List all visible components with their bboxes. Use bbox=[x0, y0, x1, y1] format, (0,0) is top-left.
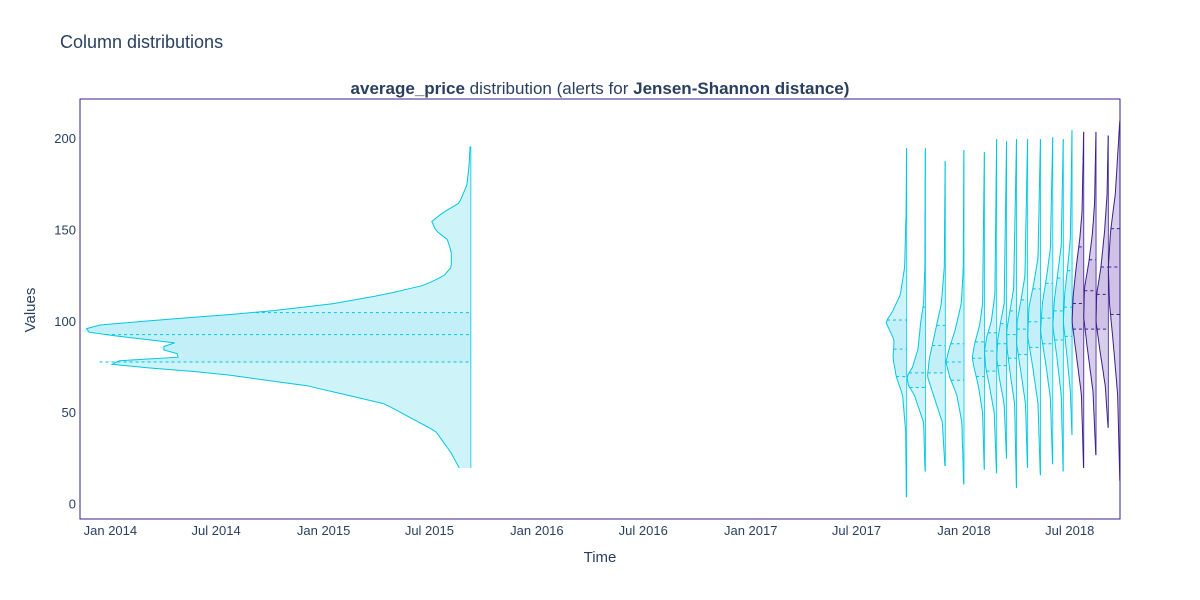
violin-c10 bbox=[1027, 139, 1041, 476]
x-tick-label: Jul 2016 bbox=[619, 523, 668, 538]
violin-iqr bbox=[886, 320, 907, 377]
violin-c2 bbox=[906, 148, 926, 472]
x-tick-label: Jan 2015 bbox=[297, 523, 351, 538]
y-axis-title: Values bbox=[22, 288, 39, 333]
violin-c9 bbox=[1016, 139, 1029, 468]
violin-fill bbox=[927, 161, 946, 466]
violin-c1 bbox=[885, 148, 908, 498]
violin-outline bbox=[1052, 139, 1064, 472]
x-axis-title: Time bbox=[584, 549, 617, 566]
violin-fill bbox=[996, 141, 1007, 459]
violin-a3 bbox=[1095, 135, 1109, 428]
y-tick-label: 100 bbox=[54, 314, 76, 329]
y-tick-label: 50 bbox=[62, 405, 76, 420]
violin-c3 bbox=[927, 161, 946, 467]
x-tick-label: Jul 2015 bbox=[405, 523, 454, 538]
violin-iqr bbox=[1083, 259, 1097, 330]
violin-c4 bbox=[945, 150, 965, 485]
violin-outline bbox=[1107, 120, 1121, 481]
violin-fill bbox=[972, 152, 985, 470]
x-tick-label: Jan 2018 bbox=[937, 523, 991, 538]
x-tick-label: Jul 2017 bbox=[832, 523, 881, 538]
violin-outline bbox=[1095, 135, 1109, 428]
violin-c13 bbox=[1062, 129, 1073, 436]
chart-title-part: distribution (alerts for bbox=[465, 79, 633, 98]
y-tick-label: 0 bbox=[69, 496, 76, 511]
violin-iqr bbox=[927, 325, 946, 373]
violin-c11 bbox=[1040, 137, 1054, 465]
violin-a4 bbox=[1107, 120, 1121, 481]
violin-fill bbox=[945, 150, 964, 485]
x-tick-label: Jul 2018 bbox=[1045, 523, 1094, 538]
violin-iqr bbox=[1016, 299, 1028, 355]
violin-c7 bbox=[996, 141, 1008, 459]
violin-reference bbox=[81, 146, 472, 469]
violin-c5 bbox=[971, 151, 985, 470]
violin-outline bbox=[1027, 139, 1041, 476]
violin-a1 bbox=[1071, 131, 1085, 468]
violin-fill bbox=[86, 146, 471, 468]
violin-iqr bbox=[996, 323, 1007, 366]
violin-iqr bbox=[1006, 310, 1017, 359]
violin-c12 bbox=[1052, 139, 1064, 472]
page-title: Column distributions bbox=[60, 32, 224, 52]
x-tick-label: Jan 2017 bbox=[724, 523, 778, 538]
plot-frame bbox=[79, 98, 1121, 520]
violin-outline bbox=[1006, 139, 1017, 489]
violin-iqr bbox=[972, 341, 985, 377]
violin-outline bbox=[85, 146, 471, 469]
plot-area bbox=[81, 120, 1121, 498]
violin-iqr bbox=[1052, 278, 1064, 340]
violin-fill bbox=[984, 139, 997, 474]
x-tick-label: Jul 2014 bbox=[192, 523, 241, 538]
chart-title-part: average_price bbox=[351, 79, 465, 98]
violin-fill bbox=[907, 148, 926, 472]
x-tick-label: Jan 2016 bbox=[510, 523, 564, 538]
x-ticks: Jan 2014 Jul 2014 Jan 2015 Jul 2015 Jan 2016… bbox=[84, 523, 1095, 538]
violin-outline bbox=[1083, 131, 1097, 456]
y-tick-label: 200 bbox=[54, 131, 76, 146]
violin-outline bbox=[1016, 139, 1029, 468]
violin-outline bbox=[1071, 131, 1085, 468]
violin-outline bbox=[885, 148, 907, 498]
violin-iqr bbox=[81, 312, 471, 362]
violin-iqr bbox=[1108, 228, 1120, 315]
y-ticks: 0 50 100 150 200 bbox=[54, 131, 76, 511]
violin-iqr bbox=[945, 343, 964, 381]
violin-outline bbox=[927, 161, 946, 467]
chart-title-part: Jensen-Shannon distance) bbox=[633, 79, 849, 98]
x-tick-label: Jan 2014 bbox=[84, 523, 138, 538]
violin-a2 bbox=[1083, 131, 1097, 456]
violin-iqr bbox=[906, 307, 926, 388]
violin-c6 bbox=[983, 139, 998, 474]
violin-iqr bbox=[1027, 288, 1041, 348]
violin-outline bbox=[996, 141, 1007, 459]
violin-outline bbox=[1040, 137, 1054, 465]
chart-title-text: average_price distribution (alerts for J… bbox=[351, 79, 850, 98]
chart-title: average_price distribution (alerts for J… bbox=[351, 79, 850, 98]
violin-outline bbox=[971, 152, 985, 470]
violin-iqr bbox=[984, 332, 997, 372]
y-tick-label: 150 bbox=[54, 222, 76, 237]
violin-c8 bbox=[1006, 139, 1017, 489]
violin-iqr bbox=[1072, 246, 1084, 330]
violin-iqr bbox=[1040, 283, 1053, 344]
violin-outline bbox=[1062, 129, 1073, 436]
violin-outline bbox=[906, 148, 926, 472]
violin-iqr bbox=[1096, 267, 1109, 330]
violin-outline bbox=[983, 139, 998, 474]
